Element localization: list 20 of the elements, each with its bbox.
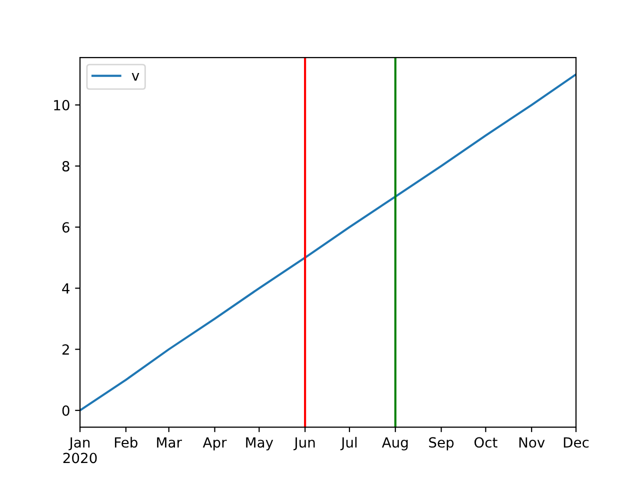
y-tick-label: 4 (62, 283, 70, 294)
y-tick-label: 8 (62, 161, 70, 172)
x-tick-label: May (246, 437, 274, 450)
y-tick-label: 10 (54, 100, 70, 110)
y-tick-label: 0 (62, 405, 70, 416)
x-tick-label: Aug (382, 437, 408, 450)
x-tick-label: Feb (114, 436, 138, 448)
y-tick-label: 6 (62, 222, 70, 233)
x-tick-label: Mar (157, 437, 182, 448)
x-tick-label: Sep (429, 437, 454, 450)
x-tick-label: Jul (340, 436, 357, 450)
x-tick-label: Jun (293, 437, 315, 450)
y-tick-label: 2 (62, 344, 69, 355)
x-tick-label: Jan 2020 (63, 437, 97, 464)
legend-label: v (132, 73, 140, 81)
x-tick-label: Apr (202, 437, 227, 450)
line-series (80, 73, 576, 412)
x-tick-label: Nov (519, 437, 545, 448)
x-tick-label: Oct (474, 437, 498, 448)
x-tick-label: Dec (564, 437, 589, 448)
